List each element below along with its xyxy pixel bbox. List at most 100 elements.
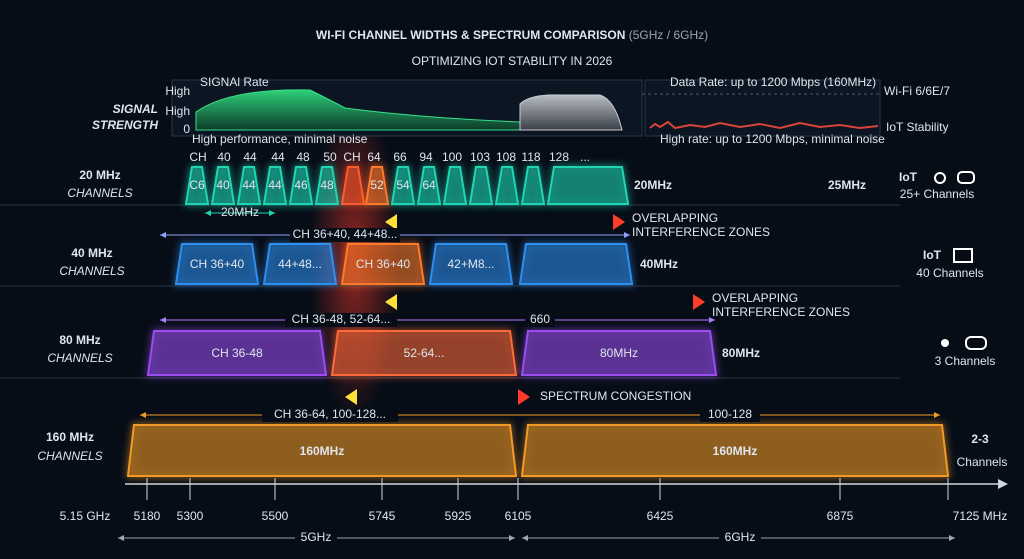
block-label: 44 (242, 178, 256, 192)
channel-number: 50 (323, 150, 337, 164)
axis-label: 5300 (177, 509, 204, 523)
axis-label: 6425 (647, 509, 674, 523)
channel-block (236, 166, 262, 205)
warning-text: SPECTRUM CONGESTION (540, 389, 691, 403)
row-sublabel: CHANNELS (59, 264, 124, 278)
row-sublabel: CHANNELS (67, 186, 132, 200)
axis-label: 5.15 GHz (60, 509, 111, 523)
channel-block (340, 166, 366, 205)
channel-number: 48 (296, 150, 310, 164)
channel-number: 108 (496, 150, 516, 164)
arrow-head (613, 214, 625, 230)
signal-label: SIGNAL (113, 102, 158, 116)
label: SIGNAl Rate (200, 75, 269, 89)
axis-label: 5180 (134, 509, 161, 523)
row-end-label: 40MHz (640, 257, 678, 271)
label: 660 (530, 312, 550, 326)
block-label: 52 (370, 178, 384, 192)
channel-block (520, 424, 950, 477)
icon (965, 336, 987, 350)
title-suffix: (5GHz / 6GHz) (629, 28, 708, 42)
label: High performance, minimal noise (192, 132, 368, 146)
block-label: 42+M8... (447, 257, 494, 271)
channel-block (546, 166, 630, 205)
channel-number: ... (580, 150, 590, 164)
signal-label: STRENGTH (92, 118, 158, 132)
row-end-label: 20MHz (634, 178, 672, 192)
channel-block (428, 243, 514, 285)
axis-label: 6105 (505, 509, 532, 523)
channel-block (314, 166, 340, 205)
label: Wi-Fi 6/6E/7 (884, 84, 950, 98)
label-bg (290, 228, 400, 242)
icon-text: IoT (923, 248, 942, 262)
block-label: 160MHz (300, 444, 345, 458)
block-label: CH 36+40 (190, 257, 245, 271)
channel-block (330, 330, 518, 376)
channel-number: 94 (419, 150, 433, 164)
axis-arrow (998, 479, 1008, 489)
row-label: 40 MHz (71, 246, 112, 260)
channel-block (468, 166, 494, 205)
warning-text: INTERFERENCE ZONES (712, 305, 850, 319)
channel-number: 103 (470, 150, 490, 164)
axis-label: 5500 (262, 509, 289, 523)
title: WI-FI CHANNEL WIDTHS & SPECTRUM COMPARIS… (316, 28, 708, 42)
channel-number: CH (189, 150, 206, 164)
label: CH 36-64, 100-128... (274, 407, 386, 421)
channel-number: 40 (217, 150, 231, 164)
block-label: 52-64... (404, 346, 445, 360)
noise-line (649, 120, 879, 130)
arrow-head (518, 389, 530, 405)
arrow-head (345, 389, 357, 405)
block-label: 54 (396, 178, 410, 192)
channel-number: 66 (393, 150, 407, 164)
y-label: High (165, 104, 190, 118)
block-label: 40 (216, 178, 230, 192)
block-label: 44 (268, 178, 282, 192)
content: WI-FI CHANNEL WIDTHS & SPECTRUM COMPARIS… (37, 28, 1008, 546)
label: Data Rate: up to 1200 Mbps (160MHz) (670, 75, 876, 89)
y-label: High (165, 84, 190, 98)
channel-block (390, 166, 416, 205)
block-label: CH 36-48 (211, 346, 263, 360)
arrow-head (693, 294, 705, 310)
channel-block (494, 166, 520, 205)
channel-block (174, 243, 260, 285)
channel-number: 100 (442, 150, 462, 164)
block-label: 160MHz (713, 444, 758, 458)
channel-count: Channels (957, 455, 1008, 469)
warning-text: OVERLAPPING (632, 211, 718, 225)
signal-area (195, 89, 521, 131)
label: CH 36-48, 52-64... (292, 312, 391, 326)
block-label: C6 (189, 178, 205, 192)
y-label: 0 (183, 122, 190, 136)
row-end-label: 80MHz (722, 346, 760, 360)
label-bg (700, 408, 760, 422)
band-label: 6GHz (725, 530, 756, 544)
channel-block (364, 166, 390, 205)
channel-block (442, 166, 468, 205)
icon (953, 248, 973, 263)
row-label: 80 MHz (59, 333, 100, 347)
channel-count: 40 Channels (916, 266, 983, 280)
block-label: 80MHz (600, 346, 638, 360)
subtitle: OPTIMIZING IOT STABILITY IN 2026 (412, 54, 613, 68)
icon-text: IoT (899, 170, 918, 184)
label: 100-128 (708, 407, 752, 421)
channel-block (262, 166, 288, 205)
arrow-head (385, 214, 397, 230)
row-label: 160 MHz (46, 430, 94, 444)
channel-block (416, 166, 442, 205)
row-end-label: 25MHz (828, 178, 866, 192)
row-sublabel: CHANNELS (37, 449, 102, 463)
block-label: 46 (294, 178, 308, 192)
label-bg (525, 313, 555, 327)
block-label: 44+48... (278, 257, 322, 271)
icon (941, 339, 949, 347)
label: IoT Stability (886, 120, 948, 134)
label-bg (719, 530, 761, 546)
icon (934, 172, 946, 184)
